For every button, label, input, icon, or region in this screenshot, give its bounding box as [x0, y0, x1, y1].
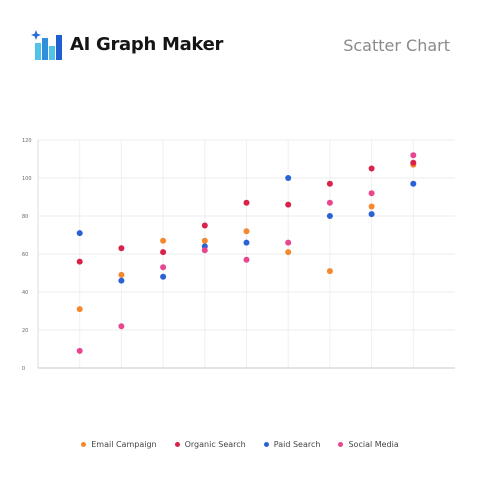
data-point [410, 159, 417, 166]
data-point [118, 277, 125, 284]
chart-type-label: Scatter Chart [343, 36, 450, 55]
data-point [368, 211, 375, 218]
data-point [326, 268, 333, 275]
legend-swatch [81, 442, 87, 447]
legend-item: Paid Search [263, 440, 321, 449]
data-point [410, 180, 417, 187]
data-point [285, 201, 292, 208]
data-point [76, 306, 83, 313]
data-point [368, 190, 375, 197]
y-tick-label: 20 [22, 328, 28, 334]
data-point [118, 323, 125, 330]
y-tick-label: 100 [22, 176, 32, 182]
legend-swatch [263, 442, 269, 447]
legend-item: Email Campaign [81, 440, 157, 449]
legend-item: Social Media [338, 440, 399, 449]
data-point [368, 165, 375, 172]
data-point [160, 273, 167, 280]
data-point [118, 271, 125, 278]
data-point [285, 175, 292, 181]
legend-item: Organic Search [174, 440, 246, 449]
data-point [76, 258, 83, 265]
data-point [201, 237, 208, 244]
legend-label: Email Campaign [91, 440, 157, 449]
data-point [160, 249, 167, 256]
data-point [285, 239, 292, 246]
chart-legend: Email Campaign Organic Search Paid Search S… [0, 440, 480, 449]
data-point [201, 247, 208, 254]
data-point [243, 228, 250, 235]
data-point [243, 239, 250, 246]
data-point [368, 203, 375, 210]
data-point [76, 230, 83, 237]
data-point [118, 245, 125, 252]
bar-chart-sparkle-icon [31, 30, 62, 60]
data-point [326, 213, 333, 219]
y-tick-label: 40 [22, 290, 28, 296]
legend-label: Organic Search [184, 440, 246, 449]
y-tick-label: 60 [22, 252, 28, 258]
data-point [76, 347, 83, 354]
y-tick-label: 0 [22, 366, 25, 372]
y-tick-label: 120 [22, 138, 32, 144]
data-point [285, 249, 292, 256]
data-point [243, 199, 250, 206]
data-point [326, 180, 333, 187]
brand-name: AI Graph Maker [70, 34, 224, 55]
data-point [160, 237, 167, 244]
data-point [410, 152, 417, 159]
data-point [326, 199, 333, 206]
header: AI Graph Maker Scatter Chart [0, 0, 480, 96]
legend-label: Social Media [348, 440, 399, 449]
data-point [160, 264, 167, 271]
data-point [201, 222, 208, 229]
y-tick-label: 80 [22, 214, 28, 220]
data-point [243, 256, 250, 263]
legend-swatch [174, 442, 180, 447]
legend-label: Paid Search [273, 440, 321, 449]
legend-swatch [338, 442, 344, 447]
